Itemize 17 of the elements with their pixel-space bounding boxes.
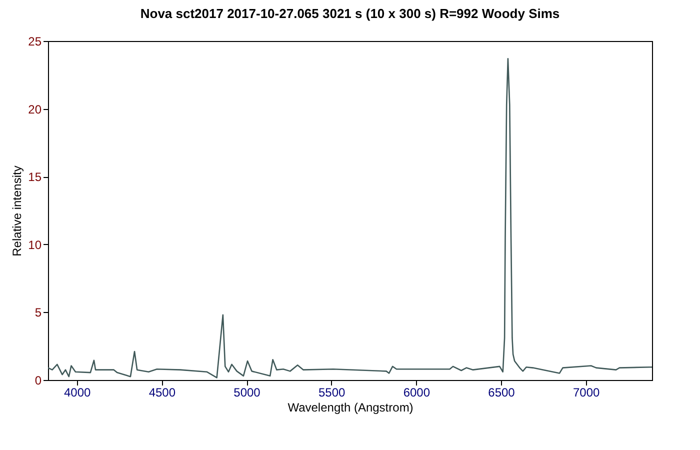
y-tick-label: 5 bbox=[34, 306, 42, 320]
chart-title: Nova sct2017 2017-10-27.065 3021 s (10 x 300 s) R=992 Woody Sims bbox=[140, 6, 560, 21]
y-tick-label: 10 bbox=[28, 238, 42, 252]
x-tick-label: 6000 bbox=[403, 386, 430, 400]
line-series bbox=[48, 58, 652, 378]
x-tick-label: 4000 bbox=[64, 386, 92, 400]
x-tick-label: 6500 bbox=[488, 386, 516, 400]
y-tick-label: 0 bbox=[34, 374, 42, 388]
x-tick-label: 5000 bbox=[234, 386, 261, 400]
y-tick-label: 20 bbox=[28, 102, 42, 116]
x-tick-label: 7000 bbox=[572, 386, 600, 400]
x-axis-title: Wavelength (Angstrom) bbox=[288, 400, 414, 414]
x-tick-label: 4500 bbox=[148, 386, 176, 400]
y-tick-label: 25 bbox=[28, 34, 42, 48]
y-tick-label: 15 bbox=[28, 170, 42, 184]
y-axis-title: Relative intensity bbox=[10, 166, 24, 256]
x-tick-label: 5500 bbox=[318, 386, 346, 400]
